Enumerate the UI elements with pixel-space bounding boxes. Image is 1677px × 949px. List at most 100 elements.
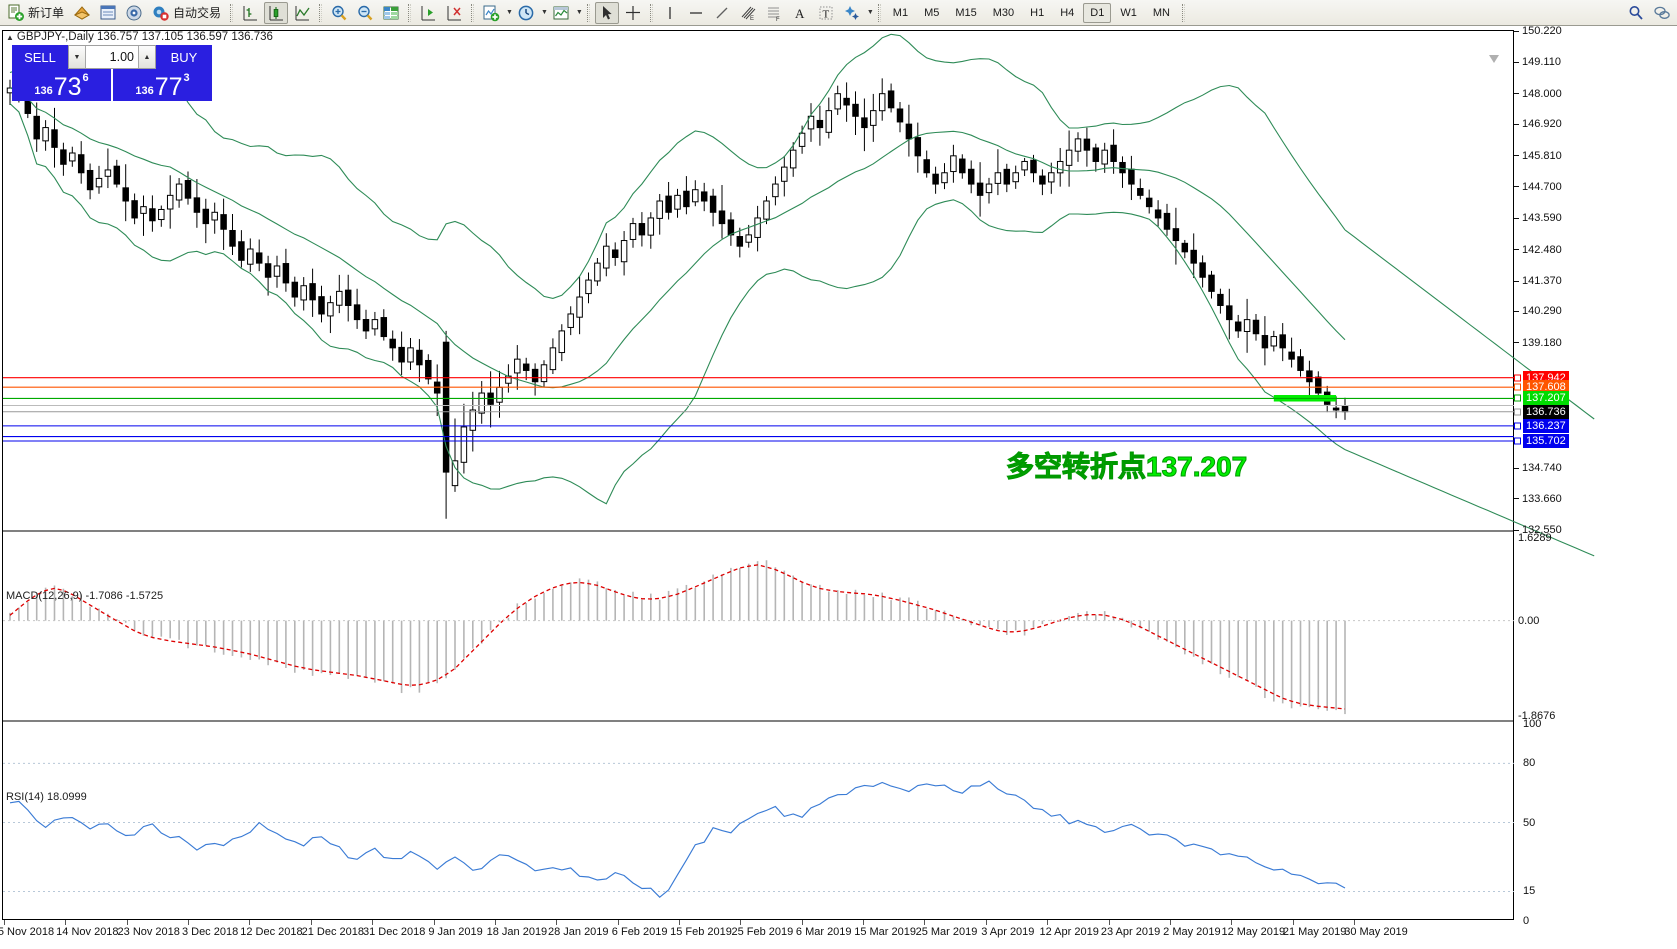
price-level-label-136.736[interactable]: 136.736 — [1514, 404, 1569, 419]
chart-collapse-icon[interactable]: ▲ — [6, 33, 14, 42]
shapes-button[interactable] — [840, 2, 864, 24]
zoom-in-button[interactable] — [327, 2, 351, 24]
equidistant-channel-button[interactable]: E — [736, 2, 760, 24]
crosshair-button[interactable] — [621, 2, 645, 24]
line-chart-button[interactable] — [290, 2, 314, 24]
date-tick-mark — [1231, 920, 1233, 925]
periods-button[interactable] — [514, 2, 538, 24]
candlestick-series — [6, 77, 1349, 519]
price-level-handle-icon[interactable] — [1514, 394, 1521, 402]
horizontal-line-button[interactable] — [684, 2, 708, 24]
sell-price-display[interactable]: 136 73 6 — [12, 69, 111, 101]
price-level-handle-icon[interactable] — [1514, 374, 1521, 382]
auto-scroll-icon — [447, 5, 462, 20]
price-level-label-137.608[interactable]: 137.608 — [1514, 380, 1569, 395]
price-tick: 141.370 — [1514, 275, 1562, 287]
price-level-handle-icon[interactable] — [1514, 383, 1521, 391]
date-tick-label: 30 May 2019 — [1344, 926, 1408, 938]
periods-dropdown-caret[interactable]: ▼ — [540, 9, 548, 16]
price-level-label-135.702[interactable]: 135.702 — [1514, 433, 1569, 448]
timeframe-m1[interactable]: M1 — [892, 6, 909, 19]
date-tick-label: 3 Apr 2019 — [981, 926, 1035, 938]
volume-decrease-button[interactable]: ▼ — [69, 46, 86, 68]
price-level-handle-icon[interactable] — [1514, 422, 1521, 430]
date-tick-mark — [1047, 920, 1049, 925]
main-toolbar: 新订单 — [0, 0, 1677, 26]
timeframe-h1[interactable]: H1 — [1030, 6, 1045, 19]
date-tick-mark — [924, 920, 926, 925]
buy-button[interactable]: BUY — [156, 45, 212, 69]
trend-line-button[interactable] — [710, 2, 734, 24]
macd-tick: 0.00 — [1518, 614, 1540, 627]
fibonacci-button[interactable]: F — [762, 2, 786, 24]
indicators-dropdown-caret[interactable]: ▼ — [506, 9, 513, 16]
vertical-line-button[interactable] — [658, 2, 682, 24]
price-level-value: 136.736 — [1526, 405, 1566, 418]
templates-dropdown-caret[interactable]: ▼ — [575, 9, 583, 16]
new-order-button[interactable]: 新订单 — [3, 2, 68, 24]
data-window-button[interactable] — [96, 2, 120, 24]
chart-shift-button[interactable] — [416, 2, 440, 24]
timeframe-m30[interactable]: M30 — [992, 6, 1015, 19]
timeframe-m5[interactable]: M5 — [924, 6, 940, 19]
text-label-button[interactable]: T — [814, 2, 838, 24]
templates-button[interactable] — [549, 2, 573, 24]
grid-button[interactable] — [379, 2, 403, 24]
text-button[interactable]: A — [788, 2, 812, 24]
rsi-tick: 15 — [1523, 885, 1536, 898]
zoom-out-button[interactable] — [353, 2, 377, 24]
timeframe-h4[interactable]: H4 — [1060, 6, 1075, 19]
buy-price-display[interactable]: 136 77 3 — [113, 69, 212, 101]
volume-value[interactable]: 1.00 — [109, 50, 134, 64]
horizontal-line-icon — [689, 11, 702, 14]
auto-scroll-button[interactable] — [442, 2, 466, 24]
chart-area[interactable]: ▲ GBPJPY-,Daily 136.757 137.105 136.597 1… — [0, 25, 1677, 949]
price-tick: 140.290 — [1514, 305, 1562, 317]
date-tick-label: 2 May 2019 — [1163, 926, 1221, 938]
chart-shift-marker-icon[interactable] — [1489, 55, 1499, 63]
price-tick: 132.550 — [1514, 524, 1562, 536]
expert-advisors-button[interactable] — [70, 2, 94, 24]
chart-shift-icon — [421, 5, 436, 20]
navigator-button[interactable] — [122, 2, 146, 24]
date-tick-mark — [985, 920, 987, 925]
rsi-line — [9, 780, 1346, 898]
price-level-handle-icon[interactable] — [1514, 437, 1521, 445]
bar-chart-button[interactable] — [238, 2, 262, 24]
zoom-in-icon — [332, 5, 347, 20]
price-level-label-136.237[interactable]: 136.237 — [1514, 418, 1569, 433]
date-tick-label: 12 Dec 2018 — [240, 926, 303, 938]
expert-advisors-icon — [73, 5, 91, 20]
chat-button[interactable] — [1650, 2, 1674, 24]
buy-price-fraction: 3 — [183, 72, 190, 84]
timeframe-d1[interactable]: D1 — [1083, 2, 1112, 23]
indicators-button[interactable] — [479, 2, 503, 24]
date-tick-label: 6 Feb 2019 — [611, 926, 668, 938]
timeframe-m15[interactable]: M15 — [955, 6, 977, 19]
shapes-dropdown-caret[interactable]: ▼ — [866, 9, 874, 16]
rsi-tick: 100 — [1523, 718, 1542, 730]
volume-stepper[interactable]: ▼ 1.00 ▲ — [68, 45, 156, 69]
one-click-trading-panel[interactable]: SELL ▼ 1.00 ▲ BUY 136 73 6 136 77 3 — [12, 45, 212, 101]
crosshair-icon — [625, 5, 640, 20]
bar-chart-icon — [243, 5, 258, 20]
chart-annotation-text[interactable]: 多空转折点137.207 — [1005, 451, 1248, 483]
sell-button[interactable]: SELL — [12, 45, 68, 69]
date-tick-mark — [188, 920, 190, 925]
new-order-label: 新订单 — [28, 6, 65, 20]
price-level-label-137.207[interactable]: 137.207 — [1514, 391, 1569, 406]
cursor-button[interactable] — [594, 1, 619, 24]
candlestick-chart-button[interactable] — [264, 1, 289, 24]
search-button[interactable] — [1624, 2, 1648, 24]
toolbar-separator — [1181, 3, 1185, 22]
date-scale[interactable]: 5 Nov 2018 14 Nov 2018 23 Nov 2018 3 Dec 20… — [0, 920, 1514, 949]
toolbar-separator — [877, 3, 881, 22]
volume-increase-button[interactable]: ▲ — [138, 46, 155, 68]
price-scale[interactable]: 150.220 149.110 148.000 146.920 145.810 144.7… — [1514, 25, 1677, 927]
grid-icon — [383, 6, 399, 19]
timeframe-w1[interactable]: W1 — [1120, 6, 1137, 19]
search-icon — [1629, 5, 1643, 20]
timeframe-mn[interactable]: MN — [1152, 6, 1170, 19]
price-level-handle-icon[interactable] — [1514, 408, 1521, 416]
autotrading-button[interactable]: 自动交易 — [148, 2, 225, 24]
